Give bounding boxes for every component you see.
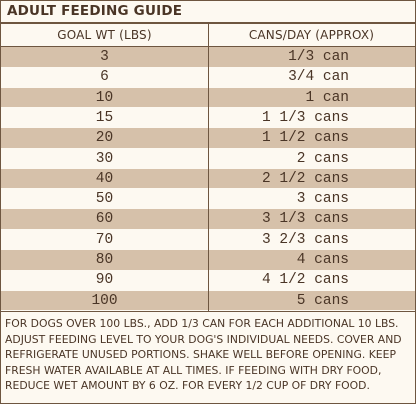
amount-cell: 1 1/2 cans: [261, 130, 349, 147]
weight-cell: 30: [95, 150, 114, 167]
weight-cell: 90: [95, 272, 114, 289]
amount-cell: 4 cans: [296, 252, 349, 268]
weight-cell: 80: [95, 252, 114, 268]
weight-cell: 70: [95, 231, 114, 248]
amount-cell: 3 1/3 cans: [261, 211, 349, 228]
amount-cell: 2 1/2 cans: [261, 170, 349, 187]
weight-cell: 15: [95, 109, 114, 126]
guide-title: ADULT FEEDING GUIDE: [7, 3, 183, 19]
amount-column-header: CANS/DAY (APPROX): [248, 28, 375, 42]
amount-cell: 2 cans: [296, 150, 349, 167]
weight-cell: 50: [95, 191, 114, 208]
column-divider: [208, 24, 209, 311]
amount-cell: 1 can: [305, 89, 349, 106]
amount-cell: 3 cans: [296, 191, 349, 208]
weight-cell: 10: [95, 89, 114, 106]
amount-cell: 4 1/2 cans: [261, 272, 349, 289]
weight-cell: 20: [95, 130, 114, 147]
amount-cell: 3 2/3 cans: [261, 231, 349, 248]
amount-cell: 1 1/3 cans: [261, 109, 349, 126]
amount-cell: 5 cans: [296, 292, 349, 309]
weight-cell: 6: [100, 69, 109, 86]
weight-cell: 3: [100, 49, 109, 65]
table-bottom-divider: [1, 311, 415, 312]
table-header: GOAL WT (LBS) CANS/DAY (APPROX): [1, 24, 415, 46]
feeding-instructions: FOR DOGS OVER 100 LBS., ADD 1/3 CAN FOR …: [5, 317, 402, 392]
feeding-table-body: 3 1/3 can 6 3/4 can 10 1 can 15 1 1/3 ca…: [1, 47, 415, 311]
amount-cell: 1/3 can: [288, 49, 349, 65]
amount-cell: 3/4 can: [288, 69, 349, 86]
title-divider: [1, 22, 415, 24]
weight-cell: 100: [91, 292, 118, 309]
weight-column-header: GOAL WT (LBS): [57, 28, 152, 42]
weight-cell: 60: [95, 211, 114, 228]
weight-cell: 40: [95, 170, 114, 187]
